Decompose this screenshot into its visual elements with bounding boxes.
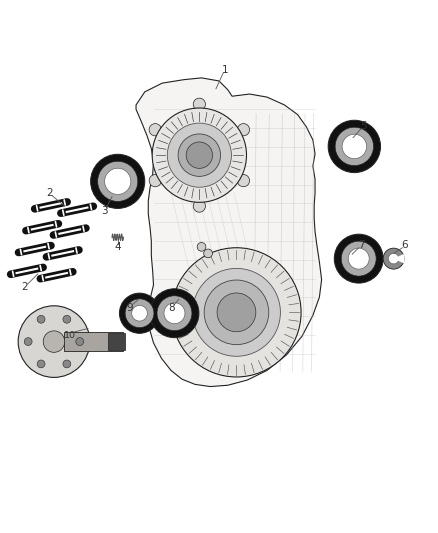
Text: 4: 4 <box>114 242 121 252</box>
Circle shape <box>152 108 247 203</box>
Circle shape <box>149 174 161 187</box>
Circle shape <box>172 248 301 377</box>
Circle shape <box>132 305 148 321</box>
Wedge shape <box>394 254 405 263</box>
Circle shape <box>328 120 381 173</box>
Circle shape <box>18 306 90 377</box>
Circle shape <box>197 243 206 251</box>
Bar <box>64 333 123 351</box>
Circle shape <box>204 249 212 258</box>
Text: 1: 1 <box>221 65 228 75</box>
Circle shape <box>105 168 131 195</box>
Circle shape <box>125 299 154 328</box>
Bar <box>108 333 125 350</box>
Circle shape <box>217 293 256 332</box>
Circle shape <box>37 316 45 323</box>
Circle shape <box>335 127 374 166</box>
Circle shape <box>334 234 383 283</box>
Circle shape <box>178 134 221 176</box>
Circle shape <box>193 98 205 110</box>
Circle shape <box>63 316 71 323</box>
Circle shape <box>383 248 404 269</box>
Circle shape <box>186 142 212 168</box>
Circle shape <box>43 331 65 352</box>
Text: 10: 10 <box>64 330 76 340</box>
Circle shape <box>63 360 71 368</box>
Circle shape <box>237 174 250 187</box>
Circle shape <box>37 360 45 368</box>
Circle shape <box>237 124 250 136</box>
Text: 8: 8 <box>169 303 175 312</box>
Text: 3: 3 <box>101 206 108 216</box>
Text: 9: 9 <box>127 303 133 312</box>
Circle shape <box>348 248 369 269</box>
Circle shape <box>120 293 159 333</box>
Text: 2: 2 <box>46 188 53 198</box>
Text: 6: 6 <box>402 240 408 249</box>
Circle shape <box>342 134 367 159</box>
Text: 5: 5 <box>360 121 367 131</box>
Text: 2: 2 <box>21 282 28 292</box>
Circle shape <box>91 154 145 208</box>
Circle shape <box>389 253 399 264</box>
Circle shape <box>193 200 205 212</box>
Text: 7: 7 <box>358 240 365 249</box>
PathPatch shape <box>136 78 321 386</box>
Circle shape <box>98 161 138 201</box>
Circle shape <box>204 280 269 345</box>
Circle shape <box>193 269 280 356</box>
Circle shape <box>76 338 84 345</box>
Circle shape <box>167 123 231 187</box>
Circle shape <box>164 303 185 324</box>
Circle shape <box>157 296 192 330</box>
Circle shape <box>341 241 376 276</box>
Circle shape <box>149 124 161 136</box>
Circle shape <box>24 338 32 345</box>
Circle shape <box>150 289 199 338</box>
